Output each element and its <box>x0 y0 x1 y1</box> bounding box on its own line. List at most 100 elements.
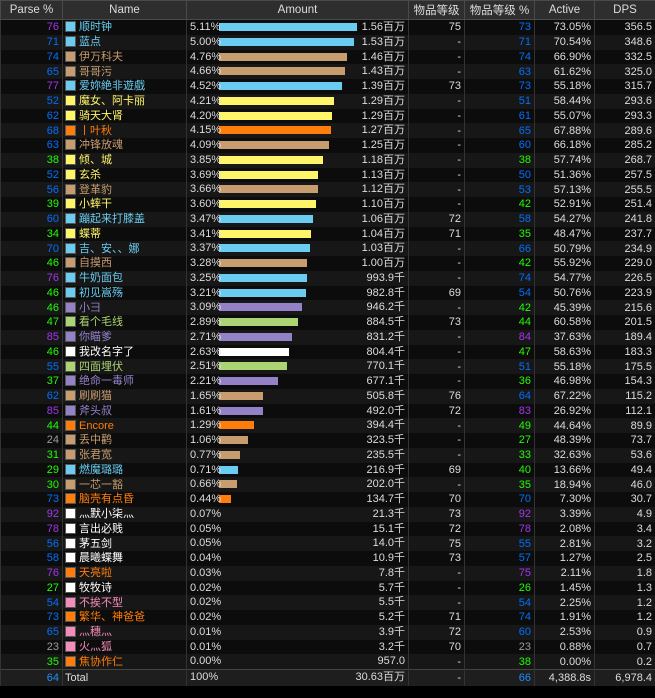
player-name-cell[interactable]: 丨叶秋 <box>62 123 187 138</box>
player-name[interactable]: 蹦起来打膝盖 <box>79 213 145 226</box>
player-row[interactable]: 85 斧头叔 1.61% 492.0千 72 83 26.92% 112.1 <box>0 403 655 419</box>
player-name[interactable]: 牧牧诗 <box>79 581 112 594</box>
parse-header[interactable]: Parse % <box>0 0 63 20</box>
player-name[interactable]: 丢中鹳 <box>79 434 112 447</box>
player-name[interactable]: 火灬狐 <box>79 640 112 653</box>
player-name[interactable]: 我改名字了 <box>79 345 134 358</box>
player-name-cell[interactable]: 哥哥污 <box>62 64 187 79</box>
player-name[interactable]: 魔女、阿卡丽 <box>79 95 145 108</box>
player-name-cell[interactable]: 魔女、阿卡丽 <box>62 93 187 109</box>
player-name[interactable]: 绝命一毒师 <box>79 375 134 388</box>
player-name[interactable]: 玄杀 <box>79 168 101 181</box>
player-name-cell[interactable]: 四面埋伏 <box>62 359 187 374</box>
player-name[interactable]: 丨叶秋 <box>79 124 112 137</box>
name-header[interactable]: Name <box>62 0 187 20</box>
player-row[interactable]: 38 倾、城 3.85% 1.18百万 -38 57.74% 268.7 <box>0 152 655 168</box>
player-name-cell[interactable]: 绝命一毒师 <box>62 374 187 389</box>
player-row[interactable]: 27 牧牧诗 0.02% 5.7千 -26 1.45% 1.3 <box>0 580 655 596</box>
player-row[interactable]: 52 魔女、阿卡丽 4.21% 1.29百万 -51 58.44% 293.6 <box>0 93 655 109</box>
player-name-cell[interactable]: 刷刷猫 <box>62 388 187 404</box>
player-name-cell[interactable]: 骑天大肾 <box>62 108 187 124</box>
player-name[interactable]: 自摸西 <box>79 257 112 270</box>
player-name[interactable]: 不挨不型 <box>79 596 123 609</box>
player-name-cell[interactable]: 丢中鹳 <box>62 433 187 448</box>
player-name[interactable]: 登革豹 <box>79 183 112 196</box>
player-row[interactable]: 47 看个毛线 2.89% 884.5千 73 44 60.58% 201.5 <box>0 315 655 330</box>
player-name[interactable]: 茅五剑 <box>79 537 112 550</box>
player-name-cell[interactable]: 看个毛线 <box>62 315 187 330</box>
player-name-cell[interactable]: 玄杀 <box>62 167 187 183</box>
player-name-cell[interactable]: 顺时钟 <box>62 19 187 35</box>
player-row[interactable]: 39 小蟀干 3.60% 1.10百万 -42 52.91% 251.4 <box>0 197 655 212</box>
player-row[interactable]: 44 Encore 1.29% 394.4千 -49 44.64% 89.9 <box>0 418 655 433</box>
player-row[interactable]: 58 晨曦蝶舞 0.04% 10.9千 73 57 1.27% 2.5 <box>0 551 655 566</box>
player-row[interactable]: 60 蹦起来打膝盖 3.47% 1.06百万 72 58 54.27% 241.8 <box>0 211 655 227</box>
player-row[interactable]: 29 燃魔璐璐 0.71% 216.9千 69 40 13.66% 49.4 <box>0 462 655 478</box>
player-name-cell[interactable]: Encore <box>62 418 187 433</box>
player-name-cell[interactable]: 登革豹 <box>62 182 187 197</box>
player-name-cell[interactable]: 一芯一豁 <box>62 477 187 492</box>
player-name[interactable]: 焦协作仁 <box>79 655 123 668</box>
player-row[interactable]: 46 我改名字了 2.63% 804.4千 -47 58.63% 183.3 <box>0 344 655 360</box>
player-name-cell[interactable]: 牧牧诗 <box>62 580 187 596</box>
player-name-cell[interactable]: 蓝点 <box>62 34 187 50</box>
ilvl-parse-header[interactable]: 物品等级 % <box>464 0 535 20</box>
player-name-cell[interactable]: 天亮啦 <box>62 565 187 581</box>
player-name[interactable]: 言出必贱 <box>79 522 123 535</box>
player-name[interactable]: 爱妳絶非遊戲 <box>79 80 145 93</box>
player-row[interactable]: 54 不挨不型 0.02% 5.5千 -54 2.25% 1.2 <box>0 595 655 610</box>
player-name-cell[interactable]: 初见嵩殇 <box>62 285 187 301</box>
player-name[interactable]: 蝶蒂 <box>79 227 101 240</box>
player-name[interactable]: Encore <box>79 419 114 432</box>
player-name[interactable]: 燃魔璐璐 <box>79 463 123 476</box>
player-row[interactable]: 65 哥哥污 4.66% 1.43百万 -63 61.62% 325.0 <box>0 64 655 79</box>
player-name-cell[interactable]: 小蟀干 <box>62 197 187 212</box>
player-name-cell[interactable]: 小彐 <box>62 300 187 315</box>
player-name[interactable]: 脑壳有点昏 <box>79 493 134 506</box>
active-header[interactable]: Active <box>534 0 595 20</box>
player-row[interactable]: 73 脑壳有点昏 0.44% 134.7千 70 70 7.30% 30.7 <box>0 492 655 507</box>
player-row[interactable]: 37 绝命一毒师 2.21% 677.1千 -36 46.98% 154.3 <box>0 374 655 389</box>
ilvl-header[interactable]: 物品等级 <box>408 0 465 20</box>
player-row[interactable]: 23 火灬狐 0.01% 3.2千 70 23 0.88% 0.7 <box>0 639 655 655</box>
player-name-cell[interactable]: 言出必贱 <box>62 521 187 537</box>
player-name[interactable]: 天亮啦 <box>79 567 112 580</box>
player-name[interactable]: 冲锋放魂 <box>79 139 123 152</box>
player-name-cell[interactable]: 灬穗灬 <box>62 624 187 640</box>
player-name[interactable]: 初见嵩殇 <box>79 286 123 299</box>
player-name[interactable]: 张君宽 <box>79 449 112 462</box>
player-name[interactable]: 斧头叔 <box>79 404 112 417</box>
player-row[interactable]: 62 骑天大肾 4.20% 1.29百万 -61 55.07% 293.3 <box>0 108 655 124</box>
player-name-cell[interactable]: 蝶蒂 <box>62 226 187 242</box>
player-row[interactable]: 46 自摸西 3.28% 1.00百万 -42 55.92% 229.0 <box>0 256 655 271</box>
player-name[interactable]: 灬穗灬 <box>79 626 112 639</box>
player-name-cell[interactable]: 晨曦蝶舞 <box>62 551 187 566</box>
player-row[interactable]: 24 丢中鹳 1.06% 323.5千 -27 48.39% 73.7 <box>0 433 655 448</box>
player-row[interactable]: 77 爱妳絶非遊戲 4.52% 1.39百万 73 73 55.18% 315.7 <box>0 79 655 94</box>
player-name-cell[interactable]: 张君宽 <box>62 447 187 463</box>
player-name-cell[interactable]: 焦协作仁 <box>62 654 187 670</box>
player-name[interactable]: 小彐 <box>79 301 101 314</box>
player-row[interactable]: 46 小彐 3.09% 946.2千 -42 45.39% 215.6 <box>0 300 655 315</box>
player-name-cell[interactable]: 燃魔璐璐 <box>62 462 187 478</box>
player-name-cell[interactable]: 伊万科夫 <box>62 49 187 65</box>
player-name[interactable]: 看个毛线 <box>79 316 123 329</box>
player-name[interactable]: 牛奶面包 <box>79 272 123 285</box>
player-name-cell[interactable]: 我改名字了 <box>62 344 187 360</box>
player-row[interactable]: 62 刷刷猫 1.65% 505.8千 76 64 67.22% 115.2 <box>0 388 655 404</box>
player-name[interactable]: 哥哥污 <box>79 65 112 78</box>
player-row[interactable]: 55 四面埋伏 2.51% 770.1千 -51 55.18% 175.5 <box>0 359 655 374</box>
player-row[interactable]: 73 繁华、神爸爸 0.02% 5.2千 71 74 1.91% 1.2 <box>0 610 655 625</box>
player-row[interactable]: 74 伊万科夫 4.76% 1.46百万 -74 66.90% 332.5 <box>0 49 655 65</box>
player-name-cell[interactable]: 自摸西 <box>62 256 187 271</box>
player-row[interactable]: 85 你瞄爹 2.71% 831.2千 -84 37.63% 189.4 <box>0 329 655 345</box>
player-name-cell[interactable]: 繁华、神爸爸 <box>62 610 187 625</box>
player-row[interactable]: 31 张君宽 0.77% 235.5千 -33 32.63% 53.6 <box>0 447 655 463</box>
player-name-cell[interactable]: 脑壳有点昏 <box>62 492 187 507</box>
player-row[interactable]: 68 丨叶秋 4.15% 1.27百万 -65 67.88% 289.6 <box>0 123 655 138</box>
player-name-cell[interactable]: 倾、城 <box>62 152 187 168</box>
player-row[interactable]: 56 茅五剑 0.05% 14.0千 75 55 2.81% 3.2 <box>0 536 655 551</box>
player-name-cell[interactable]: 茅五剑 <box>62 536 187 551</box>
player-name[interactable]: 骑天大肾 <box>79 109 123 122</box>
player-row[interactable]: 34 蝶蒂 3.41% 1.04百万 71 35 48.47% 237.7 <box>0 226 655 242</box>
